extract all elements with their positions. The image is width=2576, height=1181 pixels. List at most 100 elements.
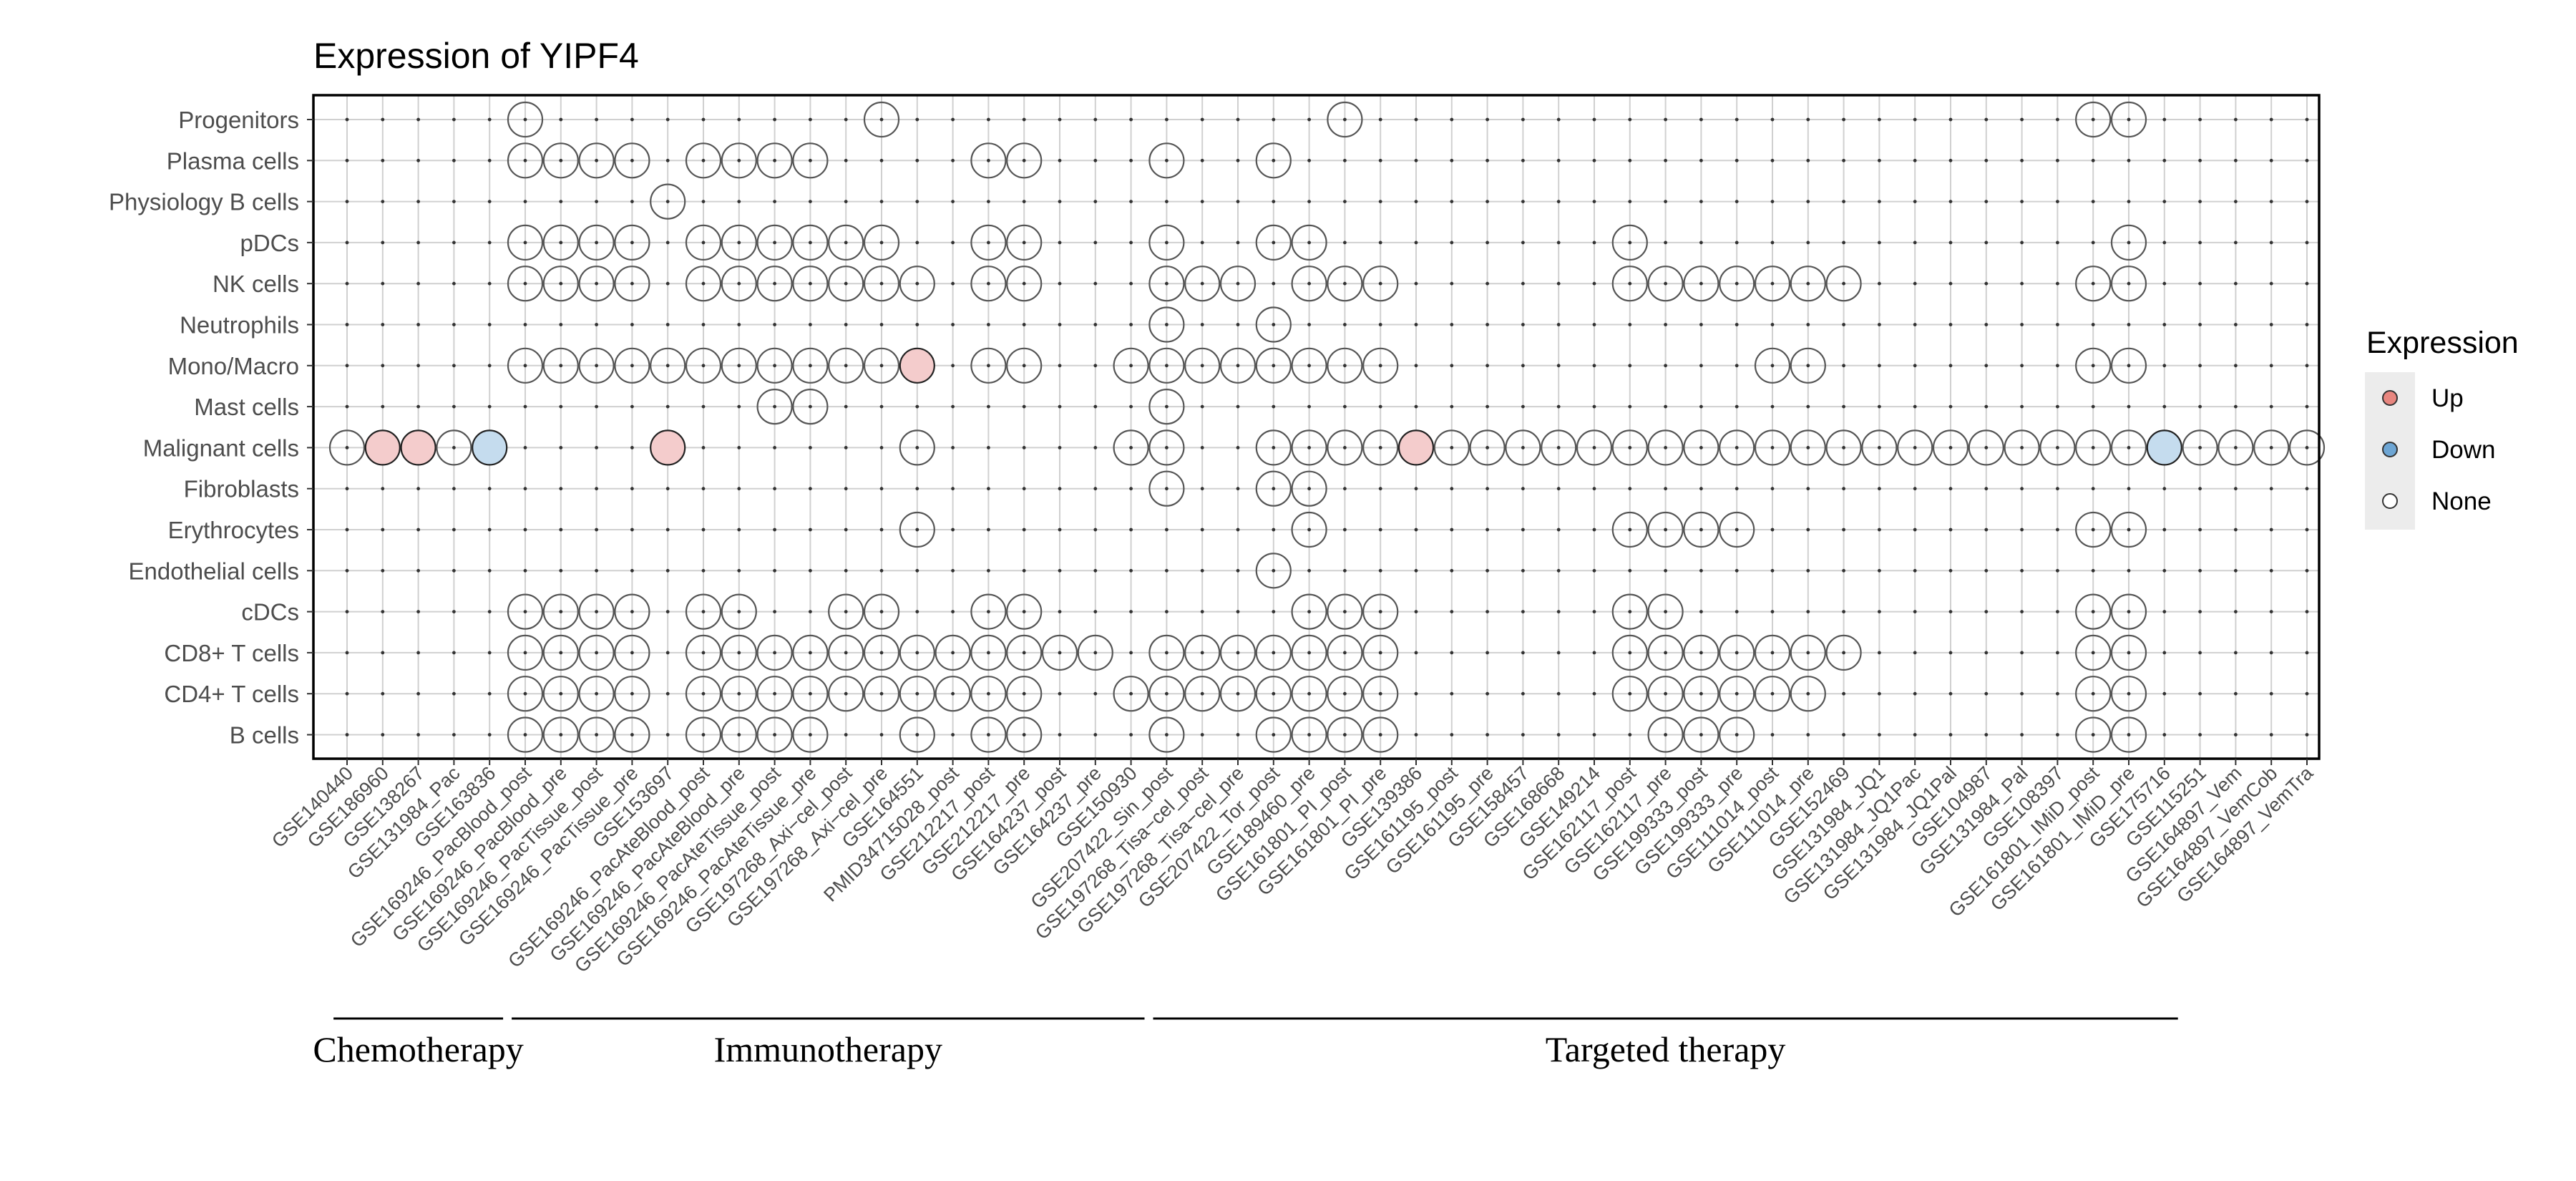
data-point-none[interactable]: CD4+ T cells — GSE169246_PacBlood_post [507, 676, 544, 712]
data-point-none[interactable]: Progenitors — GSE197268_Axi−cel_pre [863, 101, 900, 138]
data-point-none[interactable]: Plasma cells — GSE212217_pre [1006, 142, 1043, 179]
data-point-none[interactable]: pDCs — GSE169246_PacAteBlood_pre [721, 224, 757, 261]
data-point-none[interactable]: Mono/Macro — GSE169246_PacAteTissue_pre [792, 347, 829, 384]
data-point-none[interactable]: Erythrocytes — GSE189460_pre [1291, 511, 1327, 548]
data-point-none[interactable]: NK cells — GSE212217_pre [1006, 266, 1043, 302]
data-point-none[interactable]: NK cells — GSE162117_pre [1647, 266, 1684, 302]
data-point-none[interactable]: Mono/Macro — GSE207422_Tor_post [1255, 347, 1292, 384]
data-point-none[interactable]: B cells — GSE207422_Tor_post [1255, 716, 1292, 753]
data-point-none[interactable]: Malignant cells — GSE164897_VemCob [2253, 429, 2290, 466]
data-point-none[interactable]: B cells — GSE207422_Sin_post [1148, 716, 1185, 753]
data-point-none[interactable]: Malignant cells — GSE115251 [2182, 429, 2218, 466]
data-point-none[interactable]: Mono/Macro — GSE161801_PI_post [1327, 347, 1363, 384]
data-point-none[interactable]: pDCs — GSE212217_pre [1006, 224, 1043, 261]
data-point-none[interactable]: B cells — GSE199333_pre [1719, 716, 1755, 753]
data-point-none[interactable]: pDCs — GSE197268_Axi−cel_post [828, 224, 864, 261]
data-point-none[interactable]: Erythrocytes — GSE199333_pre [1719, 511, 1755, 548]
data-point-none[interactable]: CD4+ T cells — GSE169246_PacAteTissue_po… [756, 676, 793, 712]
data-point-none[interactable]: Malignant cells — GSE199333_pre [1719, 429, 1755, 466]
data-point-none[interactable]: Mono/Macro — GSE169246_PacAteTissue_post [756, 347, 793, 384]
data-point-none[interactable]: CD4+ T cells — GSE169246_PacTissue_post [578, 676, 615, 712]
data-point-none[interactable]: Mono/Macro — GSE169246_PacAteBlood_pre [721, 347, 757, 384]
data-point-up[interactable]: Malignant cells — GSE139386 [1397, 429, 1435, 466]
data-point-none[interactable]: Mono/Macro — GSE169246_PacTissue_pre [614, 347, 650, 384]
data-point-none[interactable]: pDCs — GSE207422_Sin_post [1148, 224, 1185, 261]
data-point-none[interactable]: Erythrocytes — GSE162117_pre [1647, 511, 1684, 548]
data-point-none[interactable]: Malignant cells — GSE158457 [1505, 429, 1541, 466]
data-point-none[interactable]: Mast cells — GSE169246_PacAteTissue_post [756, 388, 793, 425]
data-point-none[interactable]: cDCs — GSE169246_PacTissue_pre [614, 593, 650, 630]
data-point-none[interactable]: CD8+ T cells — GSE197268_Axi−cel_pre [863, 634, 900, 671]
data-point-none[interactable]: CD4+ T cells — GSE161801_IMiD_post [2075, 676, 2112, 712]
data-point-none[interactable]: Mono/Macro — GSE189460_pre [1291, 347, 1327, 384]
data-point-none[interactable]: CD8+ T cells — GSE111014_post [1754, 634, 1791, 671]
data-point-none[interactable]: Malignant cells — GSE111014_pre [1790, 429, 1826, 466]
data-point-none[interactable]: NK cells — GSE169246_PacAteBlood_pre [721, 266, 757, 302]
data-point-none[interactable]: B cells — GSE161801_PI_pre [1362, 716, 1399, 753]
data-point-none[interactable]: B cells — GSE212217_pre [1006, 716, 1043, 753]
data-point-none[interactable]: pDCs — GSE169246_PacAteTissue_pre [792, 224, 829, 261]
data-point-none[interactable]: Plasma cells — GSE169246_PacBlood_pre [542, 142, 579, 179]
data-point-none[interactable]: pDCs — GSE212217_post [970, 224, 1007, 261]
data-point-none[interactable]: Mono/Macro — GSE212217_pre [1006, 347, 1043, 384]
data-point-none[interactable]: NK cells — GSE164551 [899, 266, 935, 302]
data-point-none[interactable]: Malignant cells — GSE207422_Tor_post [1255, 429, 1292, 466]
data-point-none[interactable]: Erythrocytes — GSE161801_IMiD_pre [2110, 511, 2147, 548]
data-point-none[interactable]: CD4+ T cells — GSE161801_PI_post [1327, 676, 1363, 712]
data-point-none[interactable]: CD4+ T cells — GSE212217_post [970, 676, 1007, 712]
data-point-none[interactable]: NK cells — GSE189460_pre [1291, 266, 1327, 302]
data-point-none[interactable]: Erythrocytes — GSE199333_post [1683, 511, 1719, 548]
data-point-none[interactable]: CD8+ T cells — PMID34715028_post [935, 634, 971, 671]
data-point-up[interactable]: Malignant cells — GSE153697 [650, 429, 686, 466]
data-point-none[interactable]: Progenitors — GSE161801_PI_post [1327, 101, 1363, 138]
data-point-none[interactable]: Fibroblasts — GSE189460_pre [1291, 470, 1327, 507]
data-point-none[interactable]: CD8+ T cells — GSE162117_post [1611, 634, 1648, 671]
data-point-none[interactable]: pDCs — GSE169246_PacTissue_pre [614, 224, 650, 261]
data-point-none[interactable]: Malignant cells — GSE104987 [1968, 429, 2004, 466]
data-point-none[interactable]: CD4+ T cells — GSE199333_post [1683, 676, 1719, 712]
data-point-none[interactable]: Malignant cells — GSE161801_IMiD_post [2075, 429, 2112, 466]
data-point-none[interactable]: Neutrophils — GSE207422_Sin_post [1148, 306, 1185, 343]
data-point-none[interactable]: Malignant cells — GSE149214 [1576, 429, 1613, 466]
data-point-none[interactable]: Malignant cells — GSE189460_pre [1291, 429, 1327, 466]
data-point-none[interactable]: Malignant cells — GSE131984_JQ1 [1861, 429, 1898, 466]
data-point-none[interactable]: pDCs — GSE169246_PacAteBlood_post [685, 224, 722, 261]
data-point-none[interactable]: cDCs — GSE169246_PacAteBlood_pre [721, 593, 757, 630]
data-point-none[interactable]: Endothelial cells — GSE207422_Tor_post [1255, 553, 1292, 589]
data-point-none[interactable]: cDCs — GSE212217_post [970, 593, 1007, 630]
data-point-none[interactable]: NK cells — GSE199333_post [1683, 266, 1719, 302]
data-point-none[interactable]: cDCs — GSE169246_PacBlood_pre [542, 593, 579, 630]
data-point-none[interactable]: NK cells — GSE161801_IMiD_post [2075, 266, 2112, 302]
data-point-none[interactable]: CD8+ T cells — GSE169246_PacAteTissue_po… [756, 634, 793, 671]
data-point-none[interactable]: cDCs — GSE162117_pre [1647, 593, 1684, 630]
data-point-none[interactable]: pDCs — GSE169246_PacTissue_post [578, 224, 615, 261]
data-point-none[interactable]: Plasma cells — GSE169246_PacAteBlood_pre [721, 142, 757, 179]
data-point-none[interactable]: Erythrocytes — GSE162117_post [1611, 511, 1648, 548]
data-point-none[interactable]: CD8+ T cells — GSE169246_PacTissue_post [578, 634, 615, 671]
data-point-none[interactable]: CD8+ T cells — GSE111014_pre [1790, 634, 1826, 671]
data-point-none[interactable]: B cells — GSE161801_IMiD_post [2075, 716, 2112, 753]
data-point-none[interactable]: B cells — GSE169246_PacAteTissue_post [756, 716, 793, 753]
data-point-none[interactable]: Mono/Macro — GSE197268_Tisa−cel_post [1184, 347, 1221, 384]
data-point-none[interactable]: B cells — GSE199333_post [1683, 716, 1719, 753]
data-point-none[interactable]: CD8+ T cells — GSE161801_IMiD_pre [2110, 634, 2147, 671]
data-point-none[interactable]: CD8+ T cells — GSE169246_PacAteBlood_pre [721, 634, 757, 671]
data-point-none[interactable]: Neutrophils — GSE207422_Tor_post [1255, 306, 1292, 343]
data-point-none[interactable]: Fibroblasts — GSE207422_Tor_post [1255, 470, 1292, 507]
data-point-none[interactable]: NK cells — GSE169246_PacAteBlood_post [685, 266, 722, 302]
data-point-none[interactable]: NK cells — GSE161801_PI_post [1327, 266, 1363, 302]
data-point-none[interactable]: Plasma cells — GSE169246_PacAteBlood_pos… [685, 142, 722, 179]
data-point-none[interactable]: Malignant cells — GSE131984_Pal [2004, 429, 2040, 466]
data-point-none[interactable]: Mast cells — GSE169246_PacAteTissue_pre [792, 388, 829, 425]
data-point-none[interactable]: CD4+ T cells — GSE212217_pre [1006, 676, 1043, 712]
data-point-none[interactable]: CD4+ T cells — GSE197268_Axi−cel_post [828, 676, 864, 712]
data-point-none[interactable]: cDCs — GSE197268_Axi−cel_pre [863, 593, 900, 630]
data-point-none[interactable]: NK cells — GSE169246_PacAteTissue_pre [792, 266, 829, 302]
data-point-none[interactable]: CD4+ T cells — GSE169246_PacAteBlood_pre [721, 676, 757, 712]
data-point-none[interactable]: Malignant cells — GSE161801_IMiD_pre [2110, 429, 2147, 466]
data-point-none[interactable]: Malignant cells — GSE140440 [328, 429, 366, 466]
data-point-none[interactable]: CD4+ T cells — PMID34715028_post [935, 676, 971, 712]
data-point-none[interactable]: CD4+ T cells — GSE169246_PacAteTissue_pr… [792, 676, 829, 712]
data-point-none[interactable]: pDCs — GSE169246_PacBlood_pre [542, 224, 579, 261]
data-point-none[interactable]: NK cells — GSE161801_PI_pre [1362, 266, 1399, 302]
